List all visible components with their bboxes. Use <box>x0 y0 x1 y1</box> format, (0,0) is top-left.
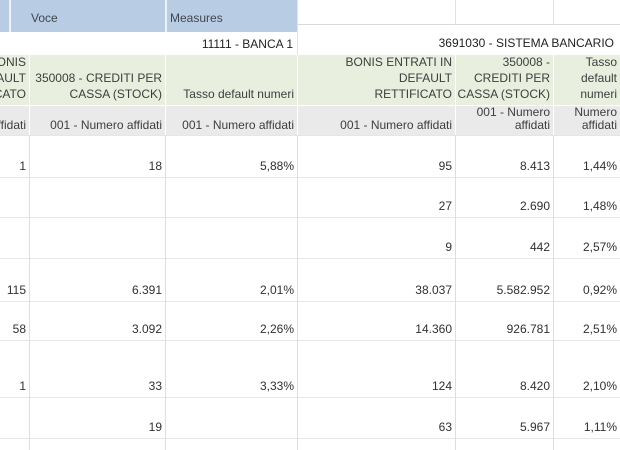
gridline-vertical <box>455 0 456 25</box>
measure-header-350008-sistema[interactable]: 350008 - CREDITI PER CASSA (STOCK) <box>456 55 553 105</box>
data-cell[interactable] <box>166 178 297 217</box>
data-cell[interactable]: 2,10% <box>582 379 617 393</box>
gridline-vertical <box>29 135 30 450</box>
measure-header-tasso-sistema[interactable]: Tasso default numeri <box>554 55 620 105</box>
data-cell[interactable] <box>30 218 165 258</box>
data-cell[interactable]: 33 <box>148 379 162 393</box>
table-row: 19 63 5.967 1,11% <box>0 397 620 438</box>
table-row: 1 33 3,33% 124 8.420 2,10% <box>0 340 620 397</box>
data-cell[interactable]: 8.413 <box>519 159 550 173</box>
subheader-numero-affidati[interactable]: 001 - Numero affidati <box>298 106 455 135</box>
column-group-sistema-bancario[interactable]: 3691030 - SISTEMA BANCARIO <box>438 36 614 50</box>
data-cell[interactable]: 1,44% <box>582 159 617 173</box>
subheader-numero-affidati[interactable]: 001 - Numero affidati <box>456 106 553 135</box>
data-cell[interactable]: 58 <box>12 322 26 336</box>
data-cell[interactable] <box>0 178 29 217</box>
table-row: 115 6.391 2,01% 38.037 5.582.952 0,92% <box>0 258 620 301</box>
measure-header-350008-banca1[interactable]: 350008 - CREDITI PER CASSA (STOCK) <box>30 55 165 105</box>
measure-header-350003-sistema[interactable]: 350003 - SOGGETTI IN BONIS ENTRATI IN DE… <box>298 55 455 105</box>
data-cell[interactable]: 8.420 <box>519 379 550 393</box>
gridline-vertical <box>297 135 298 450</box>
table-row: 1 18 5,88% 95 8.413 1,44% <box>0 135 620 177</box>
measure-header-350003-banca1[interactable]: 350003 - SOGGETTI IN BONIS ENTRATI IN DE… <box>0 55 29 105</box>
subheader-numero-affidati[interactable]: 001 - Numero affidati <box>166 106 297 135</box>
data-cell[interactable]: 5.582.952 <box>496 283 550 297</box>
field-voce[interactable]: Voce <box>31 10 58 25</box>
table-row-partial <box>0 438 620 450</box>
data-cell[interactable]: 14.360 <box>415 322 452 336</box>
data-cell[interactable]: 0,92% <box>582 283 617 297</box>
field-measures[interactable]: Measures <box>170 10 223 25</box>
data-cell[interactable]: 9 <box>445 240 452 254</box>
table-row: 58 3.092 2,26% 14.360 926.781 2,51% <box>0 301 620 340</box>
data-cell[interactable]: 115 <box>6 283 26 297</box>
data-cell[interactable]: 2,01% <box>259 283 294 297</box>
data-cell[interactable]: 95 <box>438 159 452 173</box>
measure-header-tasso-banca1[interactable]: Tasso default numeri <box>166 55 297 105</box>
data-cell[interactable]: 1 <box>19 159 26 173</box>
data-cell[interactable] <box>0 218 29 258</box>
data-cell[interactable]: 3.092 <box>131 322 162 336</box>
table-row: 9 442 2,57% <box>0 217 620 258</box>
data-cell[interactable]: 63 <box>438 420 452 434</box>
gridline-vertical <box>455 135 456 450</box>
data-cell[interactable]: 926.781 <box>506 322 550 336</box>
top-right-empty-row[interactable] <box>297 0 620 25</box>
field-row-divider <box>9 0 11 32</box>
data-cell[interactable]: 5,88% <box>259 159 294 173</box>
data-cell[interactable]: 3,33% <box>259 379 294 393</box>
data-cell[interactable]: 19 <box>148 420 162 434</box>
data-cell[interactable]: 442 <box>529 240 550 254</box>
data-cell[interactable]: 1,11% <box>583 420 617 434</box>
data-cell[interactable]: 6.391 <box>131 283 162 297</box>
data-cell[interactable]: 18 <box>148 159 162 173</box>
data-cell[interactable]: 38.037 <box>415 283 452 297</box>
data-cell[interactable]: 1 <box>19 379 26 393</box>
data-cell[interactable]: 2,51% <box>582 322 617 336</box>
gridline-vertical <box>165 135 166 450</box>
gridline-vertical <box>553 135 554 450</box>
data-cell[interactable] <box>166 218 297 258</box>
data-cell[interactable] <box>166 398 297 438</box>
data-cell[interactable]: 1,48% <box>582 199 617 213</box>
field-row-divider <box>165 0 167 32</box>
gridline-vertical <box>553 0 554 25</box>
table-row: 27 2.690 1,48% <box>0 177 620 217</box>
data-cell[interactable]: 2,26% <box>259 322 294 336</box>
field-row <box>0 0 297 32</box>
data-cell[interactable]: 27 <box>438 199 452 213</box>
data-cell[interactable] <box>0 398 29 438</box>
column-group-banca1[interactable]: 11111 - BANCA 1 <box>201 36 293 51</box>
data-cell[interactable]: 5.967 <box>519 420 550 434</box>
gridline-vertical <box>297 0 298 55</box>
subheader-numero-affidati[interactable]: 001 - Numero affidati <box>0 106 29 135</box>
data-cell[interactable]: 124 <box>431 379 452 393</box>
data-cell[interactable]: 2,57% <box>582 240 617 254</box>
data-cell[interactable]: 2.690 <box>519 199 550 213</box>
subheader-numero-affidati[interactable]: 001 - Numero affidati <box>30 106 165 135</box>
subheader-numero-affidati[interactable]: 001 - Numero affidati <box>554 106 620 135</box>
data-cell[interactable] <box>30 178 165 217</box>
